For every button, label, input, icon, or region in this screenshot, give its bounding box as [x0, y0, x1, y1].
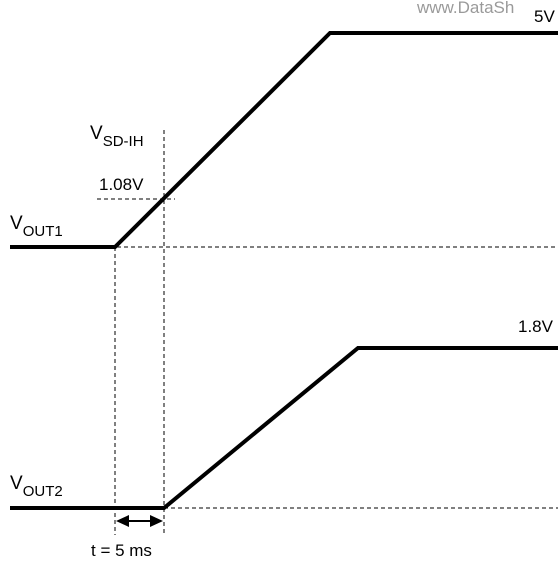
vout1-trace	[10, 31, 558, 249]
delay-arrow	[116, 515, 163, 527]
vout2-final-level-label: 1.8V	[518, 317, 554, 336]
threshold-name-subscript: SD-IH	[103, 133, 144, 150]
guide-lines	[97, 130, 558, 535]
threshold-name-label: VSD-IH	[90, 123, 144, 150]
delay-arrowhead-left	[116, 515, 129, 527]
vout2-trace	[10, 346, 558, 510]
vout2-name-label: VOUT2	[10, 473, 63, 500]
vout1-name-subscript: OUT1	[23, 223, 63, 240]
vout2-name-subscript: OUT2	[23, 483, 63, 500]
vout1-name-label: VOUT1	[10, 213, 63, 240]
threshold-name-main: V	[90, 123, 103, 144]
watermark-text: www.DataSh	[416, 0, 514, 17]
vout1-final-level-label: 5V	[534, 7, 555, 26]
delay-time-label: t = 5 ms	[91, 541, 152, 560]
delay-arrowhead-right	[150, 515, 163, 527]
threshold-value-label: 1.08V	[99, 175, 144, 194]
vout2-name-main: V	[10, 473, 23, 494]
vout1-name-main: V	[10, 213, 23, 234]
